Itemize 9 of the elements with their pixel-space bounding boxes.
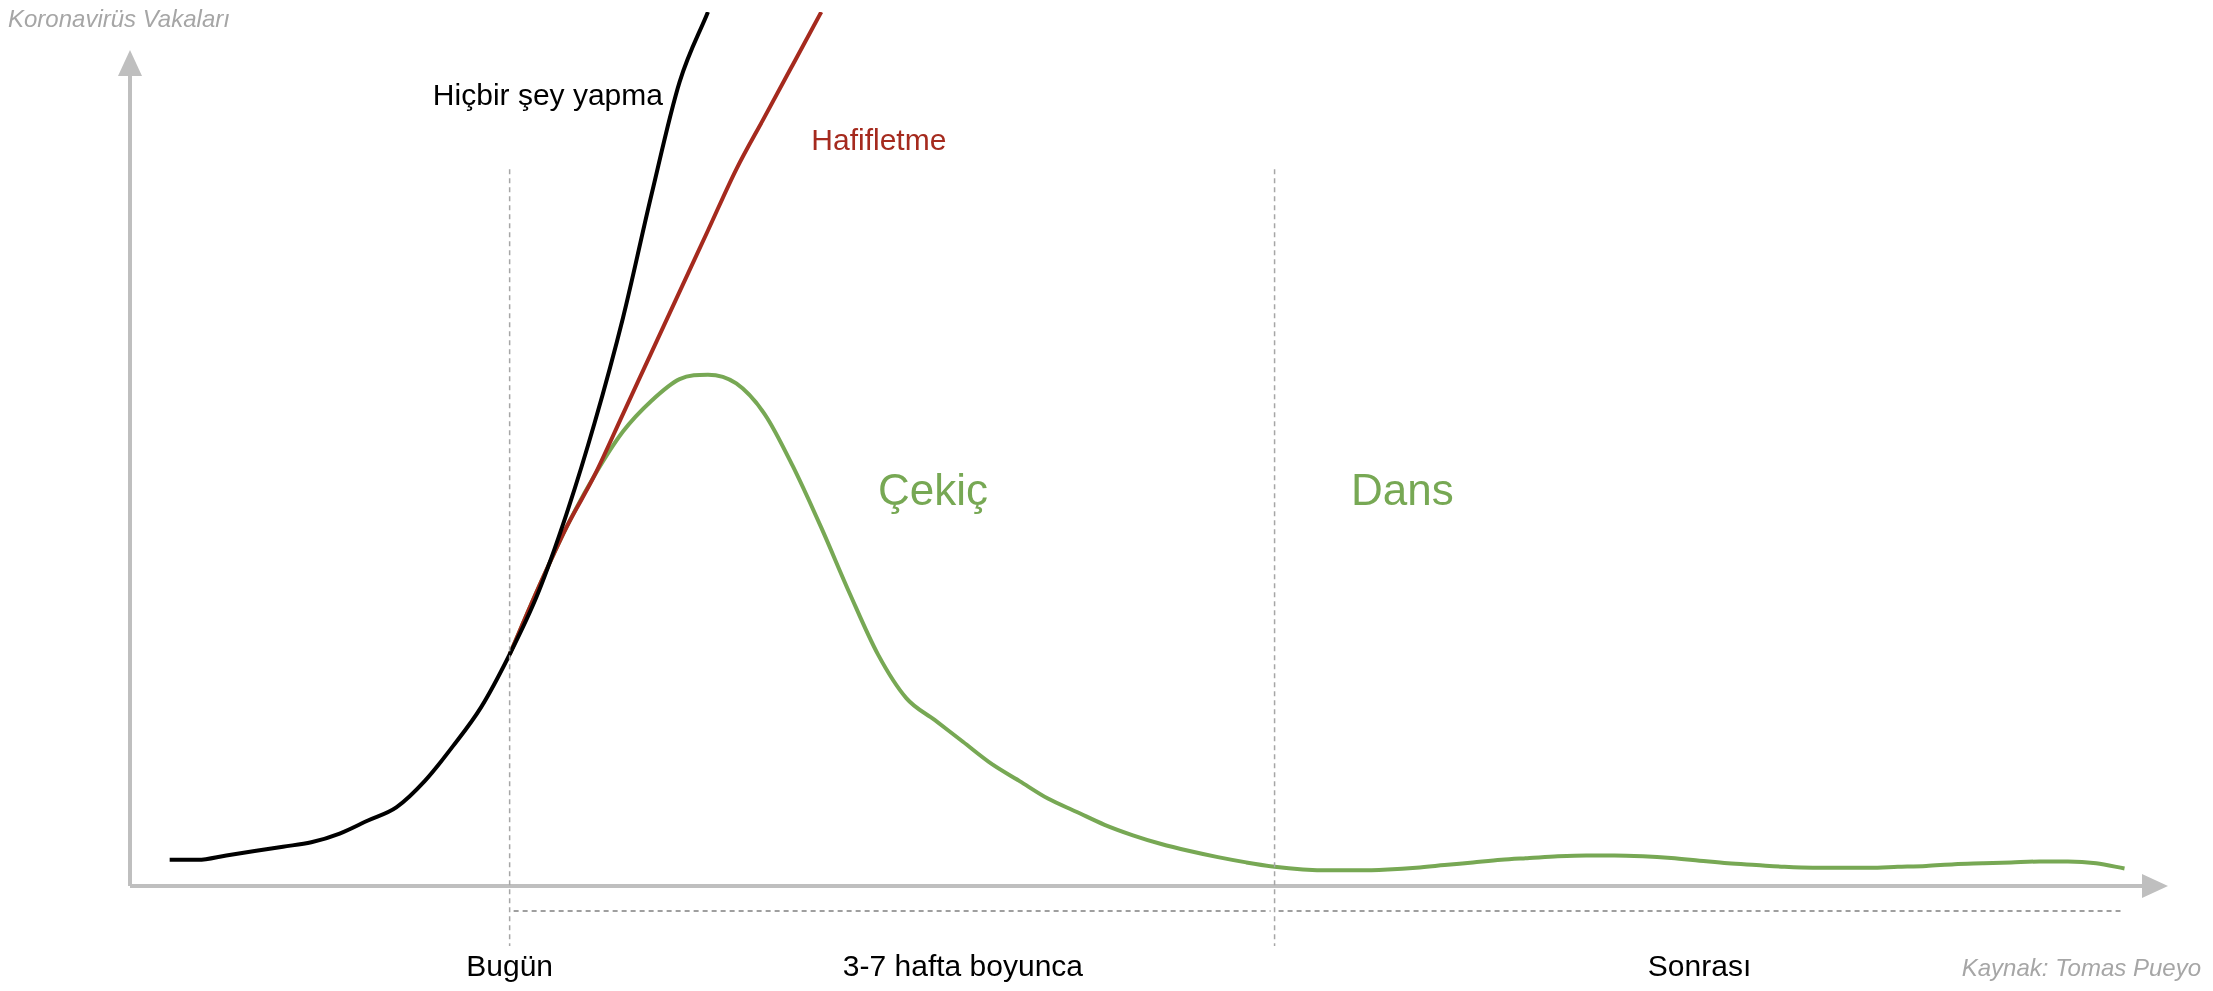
x-tick-label: Sonrası: [1647, 949, 1752, 982]
x-tick-label: Bugün: [466, 949, 554, 982]
series-label: Hafifletme: [811, 123, 947, 157]
x-tick-label: 3-7 hafta boyunca: [842, 949, 1084, 982]
annotation: Dans: [1351, 464, 1454, 514]
y-axis-title: Koronavirüs Vakaları: [8, 4, 230, 32]
series-label: Hiçbir şey yapma: [432, 78, 664, 112]
text: Kaynak: Tomas Pueyo: [1961, 954, 2201, 981]
annotation: Çekiç: [877, 464, 988, 514]
